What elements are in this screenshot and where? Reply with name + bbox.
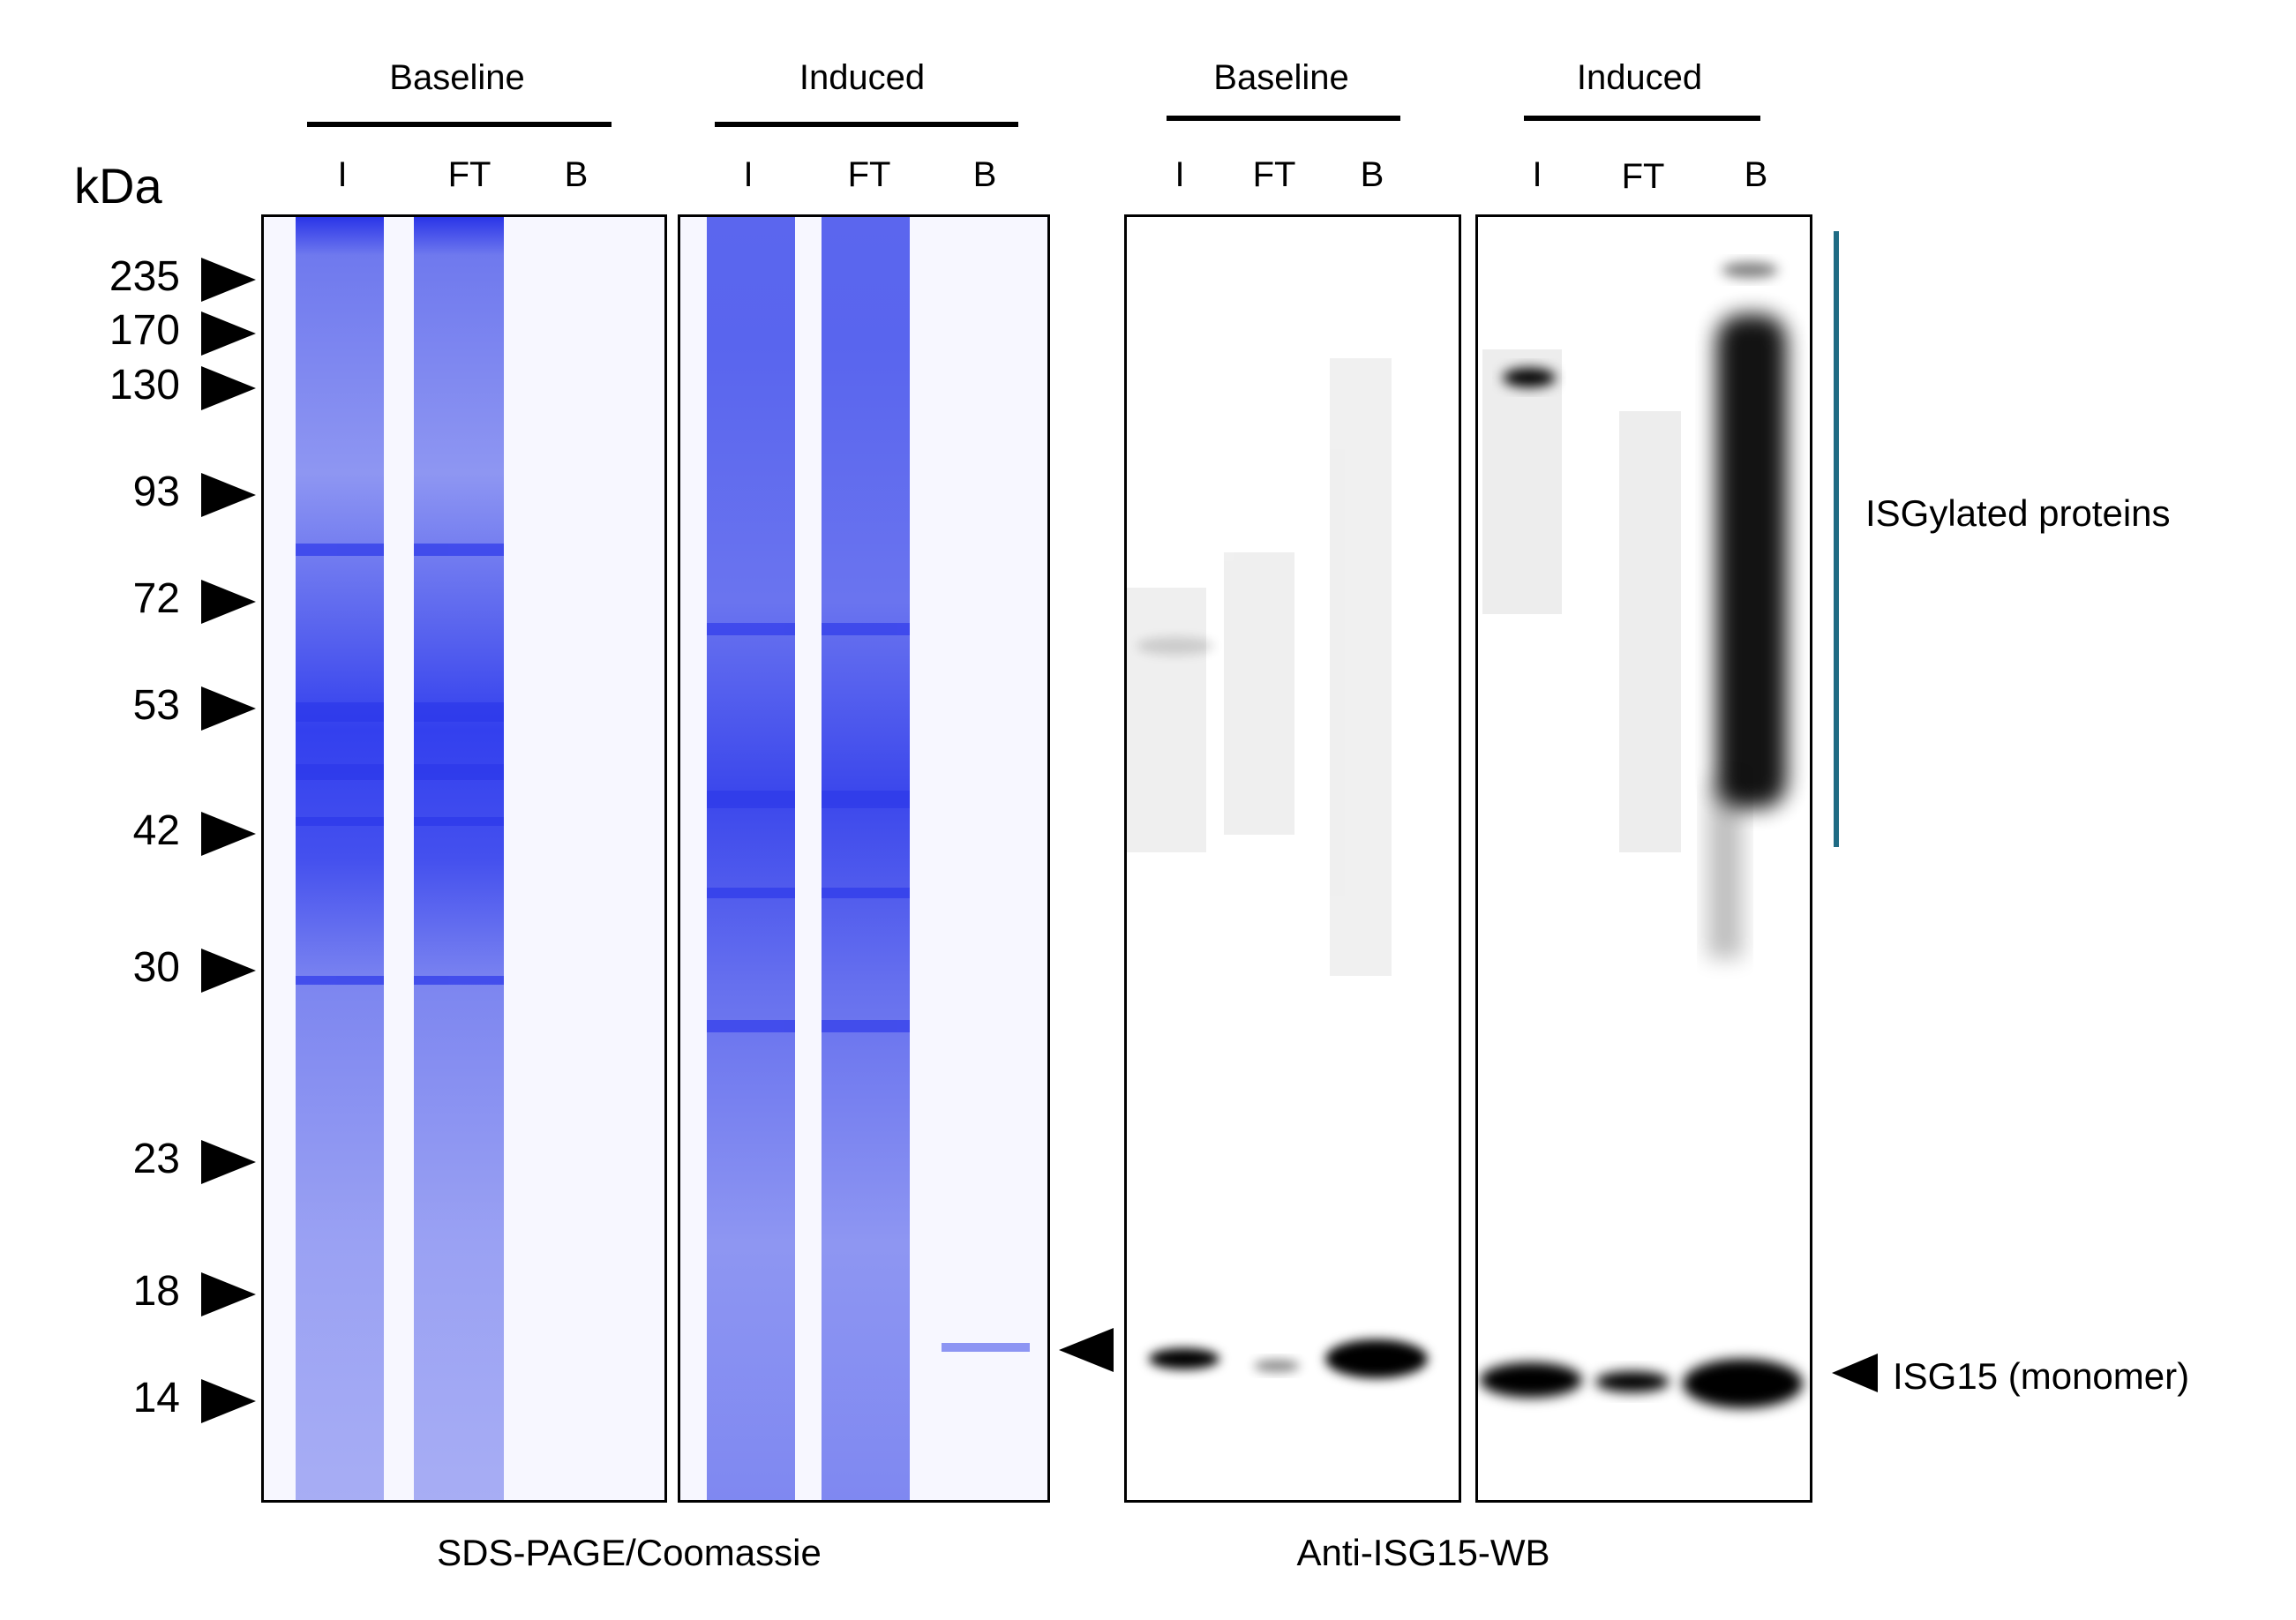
marker-label: 53 bbox=[132, 682, 180, 729]
blot-group-label-baseline: Baseline bbox=[1213, 58, 1349, 97]
gel-group-label-induced: Induced bbox=[799, 58, 926, 97]
gel-panel-baseline bbox=[261, 214, 667, 1503]
isgylated-bracket bbox=[1834, 231, 1839, 847]
marker-label: 14 bbox=[132, 1375, 180, 1421]
blot-lane-label: I bbox=[1174, 155, 1185, 194]
blot-group-bracket-baseline bbox=[1167, 116, 1400, 121]
gel-group-bracket-induced bbox=[715, 122, 1018, 127]
gel-panel-induced bbox=[678, 214, 1050, 1503]
blot-panel-baseline bbox=[1124, 214, 1461, 1503]
gel-group-label-baseline: Baseline bbox=[389, 58, 525, 97]
marker-arrow-icon bbox=[201, 949, 256, 993]
marker-label: 30 bbox=[132, 944, 180, 991]
marker-label: 235 bbox=[109, 253, 180, 300]
marker-arrow-icon bbox=[201, 1272, 256, 1316]
gel-lane-label: FT bbox=[447, 155, 491, 194]
gel-lane-label: FT bbox=[847, 155, 891, 194]
gel-lane-label: B bbox=[972, 155, 997, 194]
marker-arrow-icon bbox=[201, 473, 256, 517]
gel-lane-label: I bbox=[337, 155, 348, 194]
blot-group-bracket-induced bbox=[1524, 116, 1760, 121]
blot-caption: Anti-ISG15-WB bbox=[1296, 1532, 1550, 1573]
marker-arrow-icon bbox=[201, 258, 256, 302]
marker-arrow-icon bbox=[201, 580, 256, 624]
marker-label: 72 bbox=[132, 575, 180, 622]
marker-label: 18 bbox=[132, 1268, 180, 1315]
monomer-label: ISG15 (monomer) bbox=[1893, 1355, 2190, 1397]
blot-lane-label: FT bbox=[1621, 157, 1665, 196]
marker-label: 42 bbox=[132, 807, 180, 854]
marker-arrow-icon bbox=[201, 686, 256, 731]
marker-arrow-icon bbox=[201, 812, 256, 856]
blot-lane-label: B bbox=[1360, 155, 1384, 194]
marker-label: 93 bbox=[132, 469, 180, 515]
blot-lane-label: B bbox=[1744, 155, 1768, 194]
gel-band-arrow-icon bbox=[1059, 1328, 1114, 1372]
blot-lane-label: FT bbox=[1252, 155, 1296, 194]
units-label: kDa bbox=[74, 158, 162, 214]
isgylated-label: ISGylated proteins bbox=[1865, 492, 2171, 534]
gel-group-bracket-baseline bbox=[307, 122, 612, 127]
gel-caption: SDS-PAGE/Coomassie bbox=[437, 1532, 822, 1573]
marker-arrow-icon bbox=[201, 1379, 256, 1423]
marker-arrow-icon bbox=[201, 311, 256, 356]
gel-lane-label: B bbox=[564, 155, 589, 194]
monomer-arrow-icon bbox=[1832, 1354, 1878, 1392]
gel-lane-label: I bbox=[743, 155, 754, 194]
blot-lane-label: I bbox=[1532, 155, 1542, 194]
blot-panel-induced bbox=[1475, 214, 1812, 1503]
marker-arrow-icon bbox=[201, 1140, 256, 1184]
marker-label: 170 bbox=[109, 307, 180, 354]
marker-label: 23 bbox=[132, 1136, 180, 1182]
marker-arrow-icon bbox=[201, 366, 256, 410]
marker-label: 130 bbox=[109, 362, 180, 409]
blot-group-label-induced: Induced bbox=[1576, 58, 1703, 97]
